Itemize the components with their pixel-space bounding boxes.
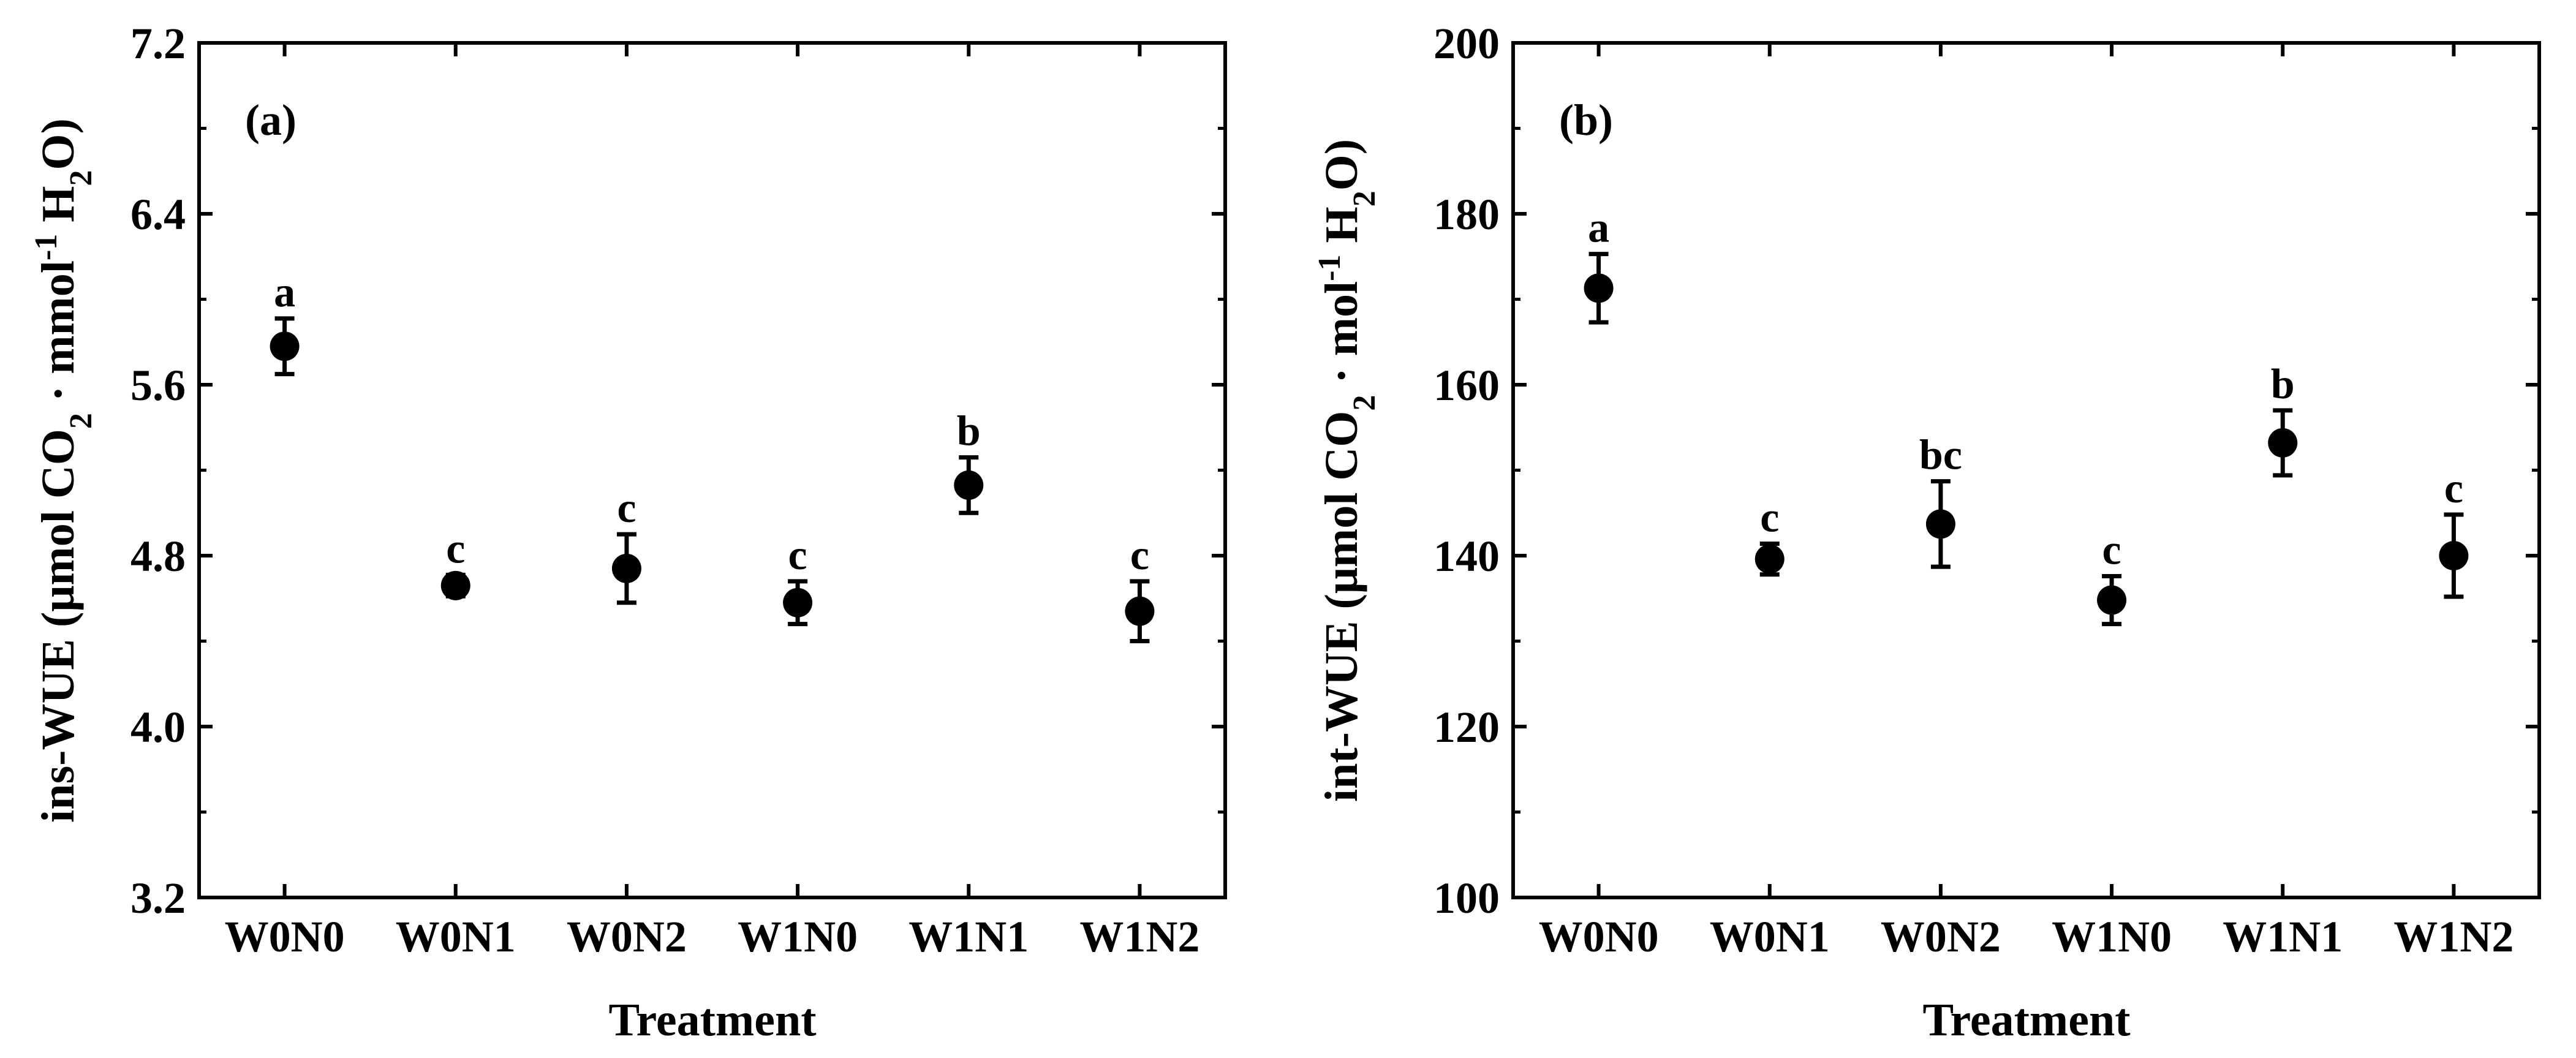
x-tick-label: W0N0	[225, 912, 345, 961]
y-axis-title-part: H	[1316, 206, 1367, 254]
x-tick-label: W1N2	[1079, 912, 1199, 961]
y-tick-label: 180	[1433, 190, 1500, 239]
x-tick-label: W0N1	[1710, 912, 1830, 961]
data-point	[1925, 509, 1955, 539]
y-axis-title: int-WUE (μmol CO2 · mol-1 H2O)	[1312, 139, 1382, 802]
data-point	[1754, 544, 1785, 574]
y-axis-title-subscript: 2	[1347, 395, 1382, 411]
panel-label: (b)	[1559, 96, 1613, 145]
x-tick-label: W1N1	[908, 912, 1029, 961]
y-axis-title-part: O)	[1316, 139, 1367, 191]
significance-label: c	[1130, 532, 1149, 579]
y-axis-title-part: O)	[32, 118, 84, 170]
x-tick-label: W1N2	[2393, 912, 2514, 961]
significance-label: c	[1760, 494, 1779, 541]
panel-label: (a)	[245, 96, 297, 145]
data-point	[2439, 541, 2469, 570]
y-axis-title-part: H	[32, 186, 84, 234]
y-tick-label: 160	[1433, 361, 1500, 410]
significance-label: c	[788, 532, 807, 579]
y-tick-label: 200	[1433, 19, 1500, 68]
x-tick-label: W1N0	[2052, 912, 2172, 961]
y-axis-title-part: ins-WUE (μmol CO	[32, 429, 84, 823]
y-axis-title-subscript: 2	[64, 413, 99, 429]
data-point	[2097, 585, 2127, 615]
y-axis-title-part: · mol	[1316, 281, 1367, 395]
x-axis-title: Treatment	[608, 994, 816, 1046]
x-tick-label: W0N2	[1881, 912, 2001, 961]
x-tick-label: W0N1	[396, 912, 516, 961]
significance-label: b	[2271, 361, 2295, 408]
significance-label: a	[1588, 205, 1609, 252]
data-point	[270, 331, 300, 361]
x-tick-label: W1N1	[2223, 912, 2343, 961]
y-axis-title-subscript: 2	[64, 170, 99, 186]
y-tick-label: 5.6	[130, 361, 186, 410]
x-tick-label: W0N0	[1539, 912, 1659, 961]
plot-frame	[197, 41, 1227, 899]
significance-label: c	[2444, 465, 2463, 512]
significance-label: b	[957, 408, 981, 455]
y-tick-label: 6.4	[130, 190, 186, 239]
significance-label: c	[2102, 526, 2121, 573]
significance-label: c	[446, 525, 465, 572]
significance-label: a	[274, 269, 295, 316]
y-axis-title-subscript: 2	[1347, 191, 1382, 206]
x-axis-title: Treatment	[1922, 994, 2130, 1046]
x-tick-label: W1N0	[738, 912, 858, 961]
data-point	[954, 470, 984, 500]
panel-b: (b) Treatment int-WUE (μmol CO2 · mol-1 …	[1312, 19, 2541, 1046]
y-tick-label: 140	[1433, 532, 1500, 581]
plot-marks: 3.2 4.0 4.8 5.6 6.4 7.2 W0N0 W0N1 W0N2 W1N0 W1N1 W1…	[130, 19, 1227, 961]
y-tick-label: 4.8	[130, 532, 186, 581]
y-axis-title: ins-WUE (μmol CO2 · mmol-1 H2O)	[29, 118, 99, 823]
significance-label: bc	[1919, 432, 1962, 479]
data-point	[440, 570, 470, 600]
y-axis-title-superscript: -1	[1312, 255, 1347, 281]
y-axis-title-superscript: -1	[29, 234, 64, 260]
data-point	[1125, 596, 1155, 626]
y-tick-label: 3.2	[130, 874, 186, 923]
y-axis-title-part: · mmol	[32, 260, 84, 413]
significance-label: c	[617, 485, 636, 532]
data-point	[1584, 273, 1614, 303]
panel-a: (a) Treatment ins-WUE (μmol CO2 · mmol-1…	[29, 19, 1227, 1046]
plot-marks: 100 120 140 160 180 200 W0N0 W0N1 W0N2 W1N0 W1N1 W1…	[1433, 19, 2541, 961]
y-tick-label: 4.0	[130, 703, 186, 752]
plot-frame	[1511, 41, 2541, 899]
x-tick-label: W0N2	[567, 912, 687, 961]
data-point	[611, 553, 641, 583]
data-point	[783, 588, 813, 618]
y-tick-label: 7.2	[130, 19, 186, 68]
y-axis-title-part: int-WUE (μmol CO	[1316, 411, 1367, 802]
y-tick-label: 100	[1433, 874, 1500, 923]
y-tick-label: 120	[1433, 703, 1500, 752]
data-point	[2268, 428, 2298, 458]
